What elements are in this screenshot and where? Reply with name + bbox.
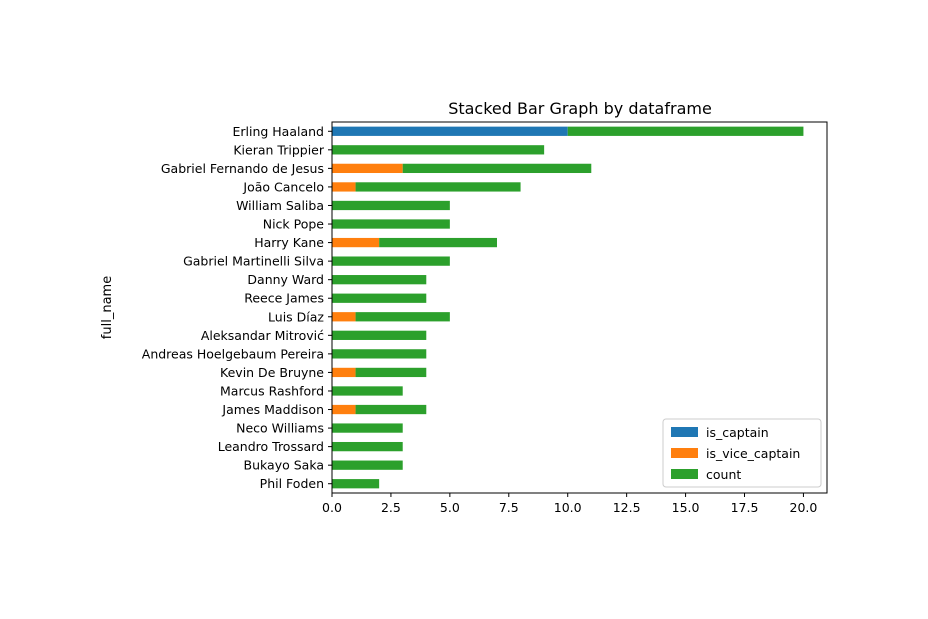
y-tick-label: Andreas Hoelgebaum Pereira <box>142 346 324 361</box>
x-ticks-layer: 0.0 2.5 5.0 7.5 10.0 12.5 15.0 17.5 20.0 <box>322 493 817 515</box>
x-tick-label: 20.0 <box>790 500 818 515</box>
legend-box <box>662 418 822 488</box>
x-tick-label: 5.0 <box>440 500 460 515</box>
bar-count-harry-kane <box>379 237 497 248</box>
y-tick-label: Danny Ward <box>247 272 324 287</box>
legend-swatch-count <box>671 469 698 479</box>
bar-is-vice-captain-harry-kane <box>332 237 380 248</box>
bar-count-phil-foden <box>332 479 380 489</box>
bar-count-kieran-trippier <box>332 145 545 155</box>
bar-count-leandro-trossard <box>332 441 403 452</box>
y-tick-label: João Cancelo <box>242 179 324 194</box>
bar-count-marcus-rashford <box>332 386 403 396</box>
x-tick-label: 17.5 <box>731 500 759 515</box>
chart-title: Stacked Bar Graph by dataframe <box>448 99 712 118</box>
y-tick-label: William Saliba <box>236 198 324 213</box>
y-tick-label: Harry Kane <box>254 235 324 250</box>
x-tick-label: 7.5 <box>499 500 519 515</box>
x-tick-label: 0.0 <box>322 500 342 515</box>
y-ticks-layer: Erling Haaland Kieran Trippier Gabriel Fer… <box>142 124 332 491</box>
bar-count-william-saliba <box>332 200 450 211</box>
bar-count-aleksandar-mitrovic <box>332 330 427 340</box>
legend-swatch-is-vice-captain <box>671 448 698 458</box>
y-tick-label: Leandro Trossard <box>218 439 324 454</box>
bar-count-danny-ward <box>332 275 427 285</box>
y-tick-label: Nick Pope <box>263 217 325 232</box>
axes-layer <box>331 121 828 494</box>
y-tick-label: Reece James <box>244 291 324 306</box>
bar-count-andreas-hoelgebaum-pereira <box>332 349 427 359</box>
bar-count-gabriel-martinelli-silva <box>332 256 450 266</box>
x-tick-label: 12.5 <box>613 500 641 515</box>
legend-swatch-is-captain <box>671 427 698 437</box>
bar-count-reece-james <box>332 293 427 303</box>
bar-count-neco-williams <box>332 423 403 433</box>
y-tick-label: Bukayo Saka <box>244 458 324 473</box>
y-tick-label: Erling Haaland <box>232 124 324 139</box>
y-tick-label: Luis Díaz <box>268 309 324 324</box>
y-tick-label: Kevin De Bruyne <box>220 365 324 380</box>
bar-is-vice-captain-kevin-de-bruyne <box>332 367 356 378</box>
y-axis-label: full_name <box>100 276 115 339</box>
bar-is-captain-erling-haaland <box>332 126 568 136</box>
bar-count-james-maddison <box>355 404 427 415</box>
bar-is-vice-captain-gabriel-fernando-de-jesus <box>332 163 403 174</box>
y-tick-label: James Maddison <box>221 402 324 417</box>
bar-count-bukayo-saka <box>332 460 403 470</box>
bar-count-joao-cancelo <box>355 182 521 192</box>
bar-count-erling-haaland <box>567 126 804 136</box>
bar-is-vice-captain-luis-diaz <box>332 312 356 322</box>
x-tick-label: 15.0 <box>672 500 700 515</box>
bar-count-luis-diaz <box>355 312 450 322</box>
y-tick-label: Kieran Trippier <box>233 142 324 157</box>
bar-count-kevin-de-bruyne <box>355 367 427 378</box>
bar-count-nick-pope <box>332 219 450 229</box>
y-tick-label: Phil Foden <box>260 476 324 491</box>
legend-label-is-captain: is_captain <box>706 425 769 440</box>
bar-is-vice-captain-joao-cancelo <box>332 182 356 192</box>
x-tick-label: 10.0 <box>554 500 582 515</box>
bar-count-gabriel-fernando-de-jesus <box>402 163 592 174</box>
bars-layer <box>332 126 804 489</box>
legend-label-is-vice-captain: is_vice_captain <box>706 446 800 461</box>
y-tick-label: Gabriel Fernando de Jesus <box>161 161 324 176</box>
y-tick-label: Marcus Rashford <box>220 383 324 398</box>
y-tick-label: Gabriel Martinelli Silva <box>183 254 324 269</box>
plot-frame <box>331 121 828 494</box>
legend-label-count: count <box>706 467 741 482</box>
y-tick-label: Aleksandar Mitrović <box>201 328 324 343</box>
bar-is-vice-captain-james-maddison <box>332 404 356 415</box>
x-tick-label: 2.5 <box>381 500 401 515</box>
y-tick-label: Neco Williams <box>236 421 324 436</box>
